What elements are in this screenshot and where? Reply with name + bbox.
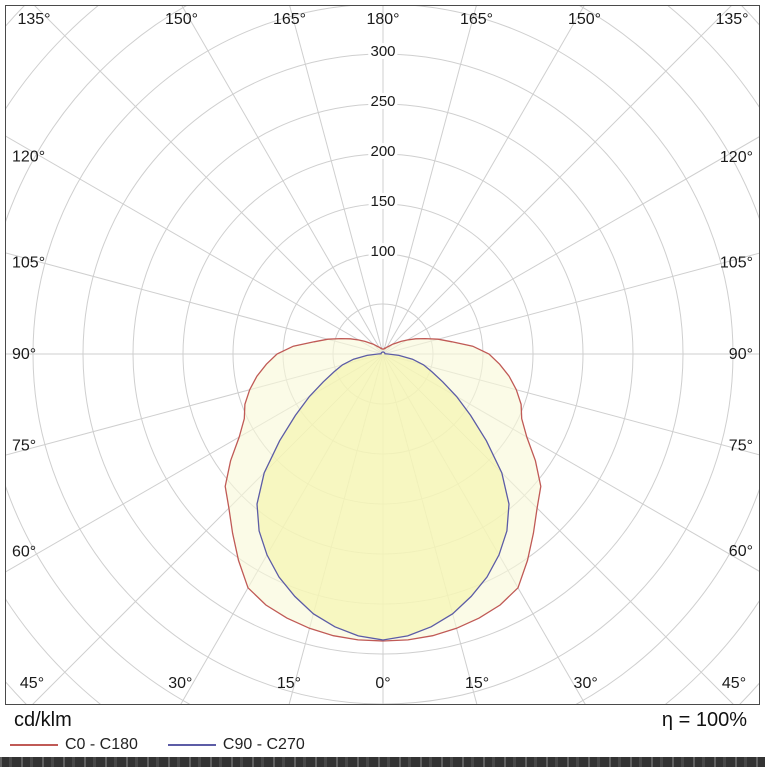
unit-label: cd/klm bbox=[14, 709, 72, 731]
axis-labels: 0° 15° 15° 30° 30° 45° 45° 60° 60° 75° 75° 90° 90° 10… bbox=[12, 11, 753, 692]
grid-ray bbox=[382, 252, 760, 355]
radial-tick-label: 300 bbox=[370, 43, 395, 60]
radial-tick-label: 200 bbox=[370, 143, 395, 160]
angle-label: 165° bbox=[460, 11, 493, 28]
grid-ray bbox=[5, 252, 384, 355]
angle-label: 60° bbox=[729, 543, 753, 560]
angle-label: 120° bbox=[12, 149, 45, 166]
legend-item-c90-c270: C90 - C270 bbox=[167, 736, 305, 754]
radial-tick-label: 250 bbox=[370, 93, 395, 110]
angle-label: 120° bbox=[720, 149, 753, 166]
angle-label: 150° bbox=[165, 11, 198, 28]
angle-label: 135° bbox=[17, 11, 50, 28]
legend-label-c0-c180: C0 - C180 bbox=[65, 736, 138, 753]
efficiency-label: η = 100% bbox=[661, 709, 747, 731]
grid-ray bbox=[382, 5, 733, 355]
angle-label: 90° bbox=[12, 346, 36, 363]
angle-label: 180° bbox=[366, 11, 399, 28]
plot-border bbox=[5, 5, 760, 705]
angle-label: 75° bbox=[12, 438, 36, 455]
grid-ray bbox=[382, 5, 477, 355]
grid-ray bbox=[382, 136, 760, 355]
legend: C0 - C180 C90 - C270 bbox=[10, 736, 305, 754]
legend-label-c90-c270: C90 - C270 bbox=[222, 736, 305, 753]
angle-label: 90° bbox=[729, 346, 753, 363]
grid-ray bbox=[382, 5, 585, 355]
angle-label: 0° bbox=[375, 675, 390, 692]
angle-label: 105° bbox=[720, 255, 753, 272]
cropped-table-header-strip bbox=[0, 757, 765, 767]
grid-ray bbox=[181, 5, 384, 355]
angle-label: 60° bbox=[12, 543, 36, 560]
grid-ray bbox=[289, 5, 384, 355]
angle-label: 135° bbox=[715, 11, 748, 28]
legend-item-c0-c180: C0 - C180 bbox=[10, 736, 138, 754]
grid-ray bbox=[5, 135, 384, 355]
curve-c90-c270 bbox=[256, 351, 510, 641]
legend-line-blue-icon bbox=[167, 744, 216, 746]
intensity-curves bbox=[224, 337, 542, 642]
radial-tick-label: 150 bbox=[370, 193, 395, 210]
polar-chart: 0° 15° 15° 30° 30° 45° 45° 60° 60° 75° 75° 90° 90° 10… bbox=[5, 5, 760, 705]
angle-label: 30° bbox=[574, 675, 598, 692]
radial-tick-label: 100 bbox=[370, 243, 395, 260]
angle-label: 150° bbox=[568, 11, 601, 28]
angle-label: 15° bbox=[277, 675, 301, 692]
angle-label: 105° bbox=[12, 254, 45, 271]
angle-label: 45° bbox=[722, 675, 746, 692]
angle-label: 75° bbox=[729, 437, 753, 454]
angle-label: 45° bbox=[20, 675, 44, 692]
angle-label: 15° bbox=[465, 675, 489, 692]
angle-label: 165° bbox=[273, 11, 306, 28]
angle-label: 30° bbox=[168, 675, 192, 692]
grid-ray bbox=[33, 5, 384, 355]
legend-line-red-icon bbox=[10, 744, 58, 746]
